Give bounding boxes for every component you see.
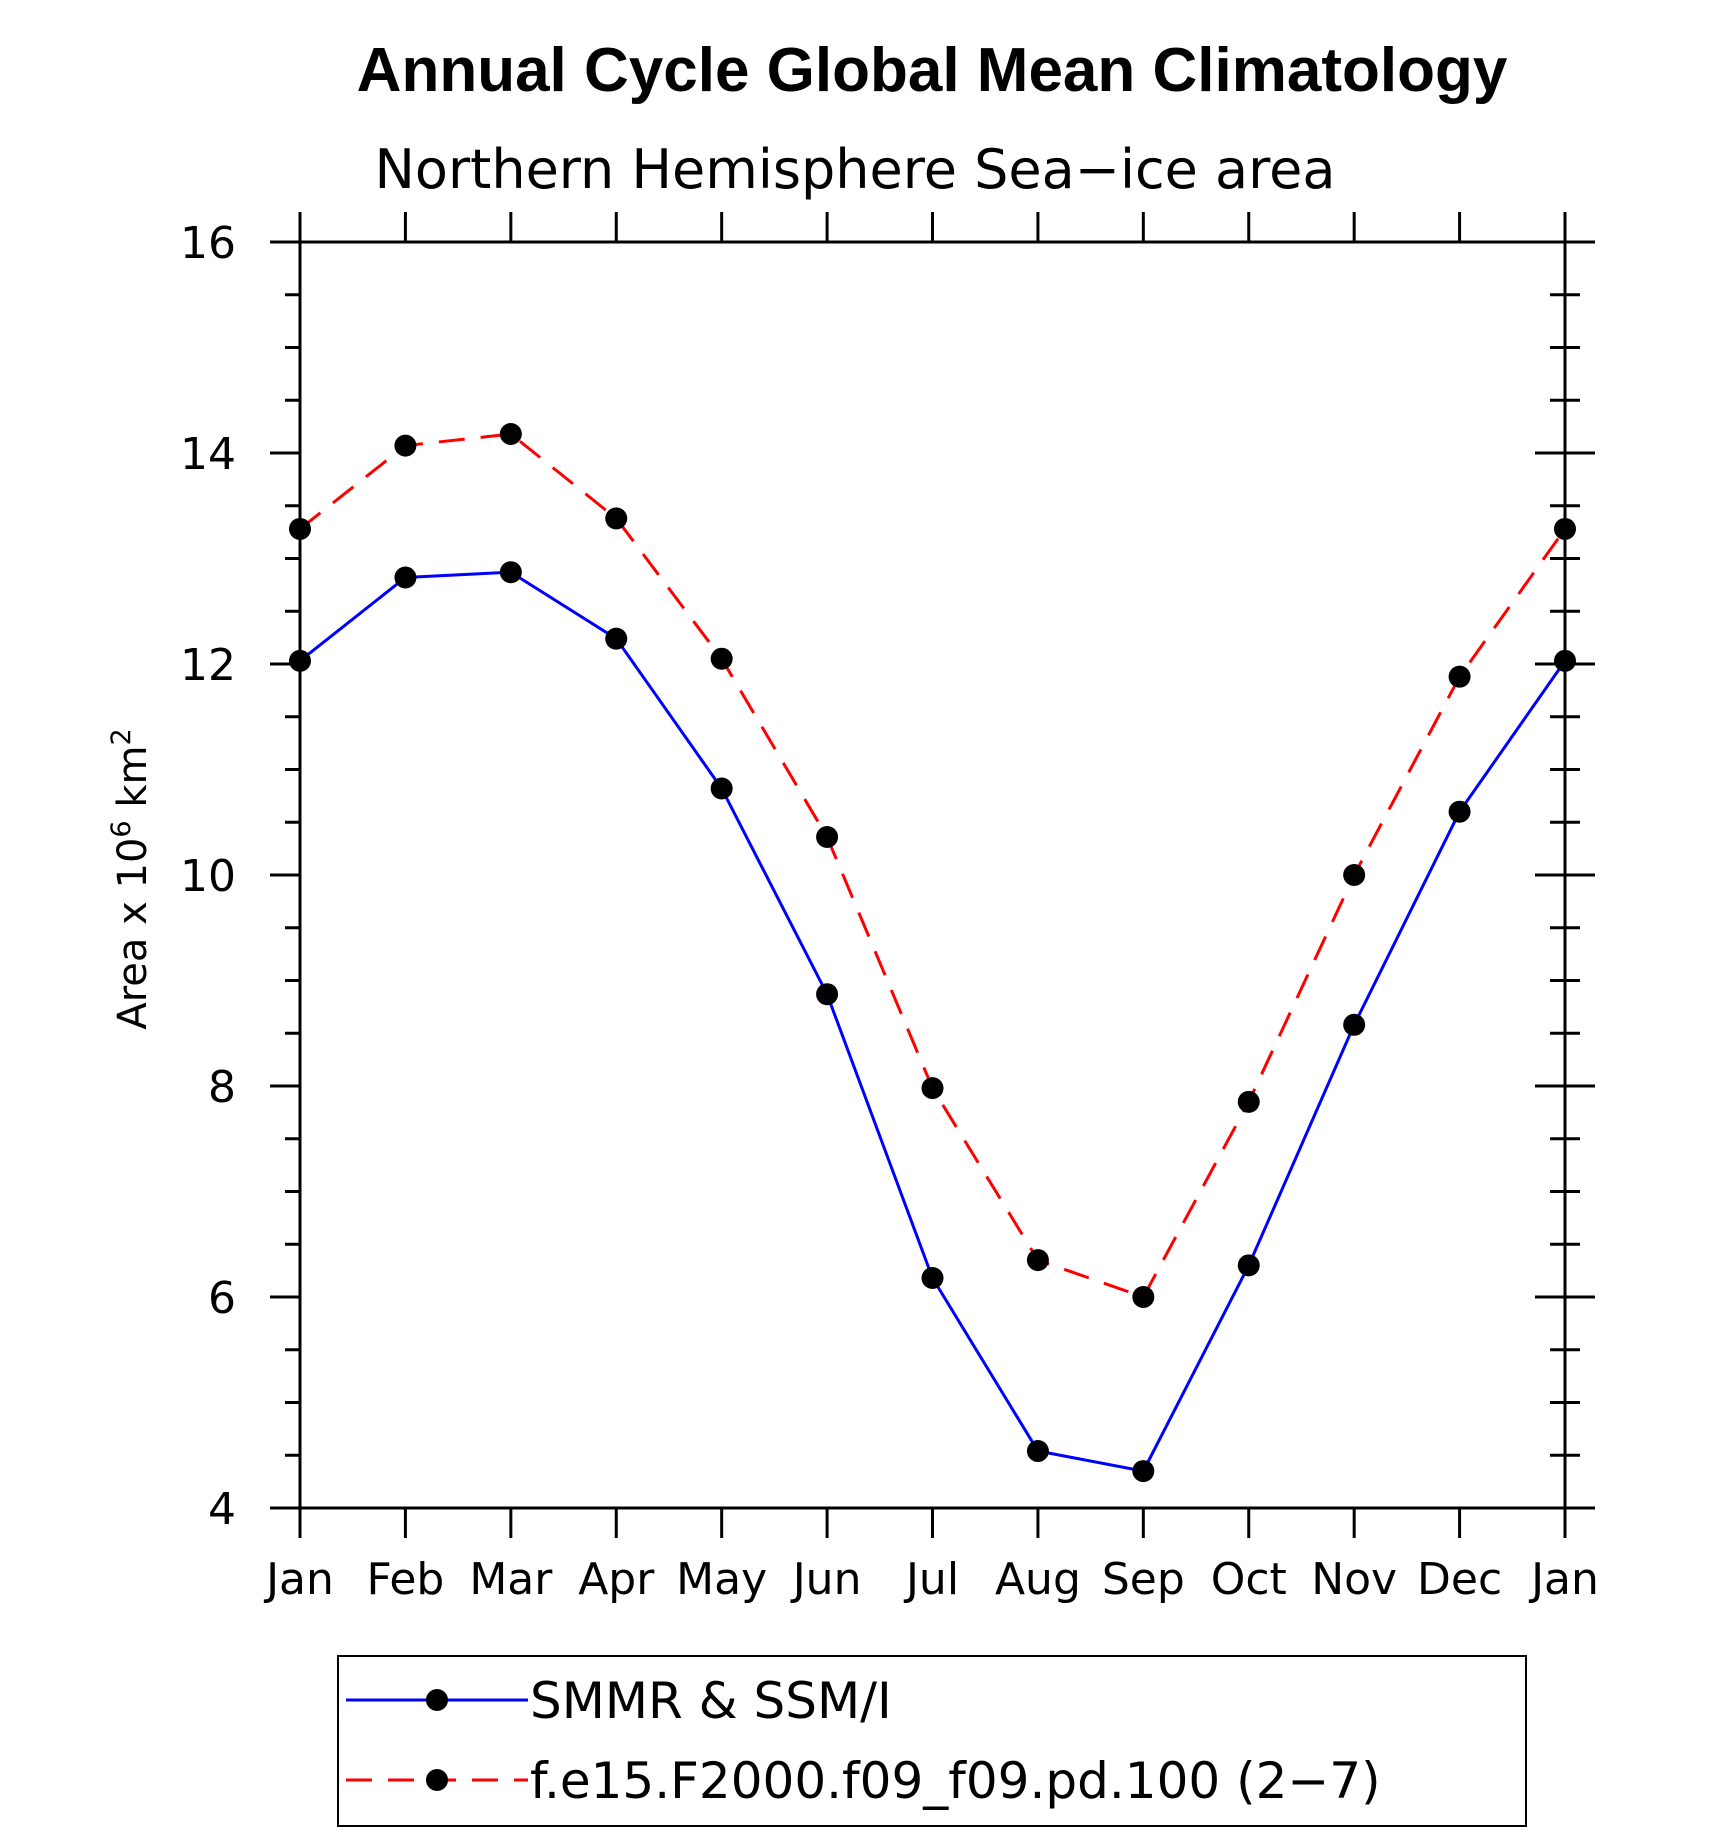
axis-ticks [270, 212, 1595, 1538]
y-tick-label: 8 [208, 1062, 236, 1113]
legend-box [337, 1655, 1527, 1827]
data-point-s0-8 [1132, 1460, 1155, 1483]
data-point-s0-9 [1237, 1254, 1260, 1277]
x-tick-label: Aug [995, 1554, 1081, 1605]
data-point-s1-8 [1132, 1286, 1155, 1308]
data-point-s1-12 [1554, 517, 1576, 540]
legend-label-model: f.e15.F2000.f09_f09.pd.100 (2−7) [530, 1752, 1381, 1810]
series-line-1 [299, 432, 1567, 1299]
y-axis-label-prefix: Area x 10 [110, 838, 156, 1030]
data-point-s0-1 [394, 566, 417, 589]
y-tick-label: 12 [180, 640, 236, 691]
data-point-s1-4 [710, 647, 733, 670]
y-tick-label: 16 [180, 218, 236, 269]
data-point-s1-9 [1237, 1090, 1260, 1113]
plot-frame [298, 240, 1567, 1510]
data-point-s1-5 [816, 826, 839, 849]
x-tick-label: Feb [366, 1554, 444, 1605]
y-axis-label-unit: km [110, 746, 156, 821]
y-axis-label: Area x 106 km2 [106, 728, 156, 1029]
x-tick-label: Mar [469, 1554, 553, 1605]
chart-subtitle: Northern Hemisphere Sea−ice area [375, 138, 1336, 201]
y-axis-label-exponent-2: 2 [106, 728, 137, 745]
data-point-s0-2 [499, 561, 522, 584]
y-axis-label-exponent-1: 6 [106, 820, 137, 837]
x-tick-label: Dec [1417, 1554, 1502, 1605]
data-point-s0-10 [1343, 1013, 1366, 1036]
x-tick-label: Jan [263, 1554, 334, 1605]
x-tick-label: Jun [790, 1554, 862, 1605]
data-point-s1-2 [499, 423, 522, 446]
legend-label-smmr: SMMR & SSM/I [530, 1672, 892, 1730]
legend: SMMR & SSM/I f.e15.F2000.f09_f09.pd.100 … [337, 1655, 1527, 1827]
data-point-s1-0 [289, 517, 311, 540]
x-tick-label: Nov [1311, 1554, 1397, 1605]
data-series [289, 423, 1576, 1483]
data-point-s1-10 [1343, 864, 1366, 886]
chart-title: Annual Cycle Global Mean Climatology [357, 36, 1508, 105]
y-tick-label: 6 [208, 1273, 236, 1324]
data-point-s0-12 [1554, 649, 1576, 672]
x-tick-label: Apr [578, 1554, 655, 1605]
data-point-s0-0 [289, 649, 311, 672]
data-point-s0-6 [921, 1267, 944, 1290]
data-point-s0-7 [1026, 1440, 1049, 1463]
series-line-0 [299, 570, 1567, 1473]
x-tick-label: Sep [1102, 1554, 1185, 1605]
data-point-s0-4 [710, 777, 733, 800]
y-tick-label: 4 [208, 1484, 236, 1535]
x-tick-label: Jul [903, 1554, 959, 1605]
x-tick-label: Jan [1528, 1554, 1599, 1605]
data-point-s1-7 [1026, 1249, 1049, 1272]
data-point-s1-1 [394, 434, 417, 457]
x-tick-label: Oct [1211, 1554, 1287, 1605]
legend-marker-smmr [426, 1689, 448, 1711]
y-tick-label: 14 [180, 429, 236, 480]
tick-labels: 4 6 8 10 12 14 16 Jan Feb Mar Apr May Jun Jul Aug Sep Oc… [180, 218, 1599, 1605]
data-point-s0-3 [605, 627, 628, 650]
data-point-s1-6 [921, 1077, 944, 1100]
data-point-s0-11 [1448, 800, 1471, 823]
data-point-s1-11 [1448, 665, 1471, 688]
legend-marker-model [426, 1769, 448, 1791]
x-tick-label: May [676, 1554, 767, 1605]
data-point-s1-3 [605, 507, 628, 530]
data-point-s0-5 [816, 983, 839, 1006]
y-tick-label: 10 [180, 851, 236, 902]
